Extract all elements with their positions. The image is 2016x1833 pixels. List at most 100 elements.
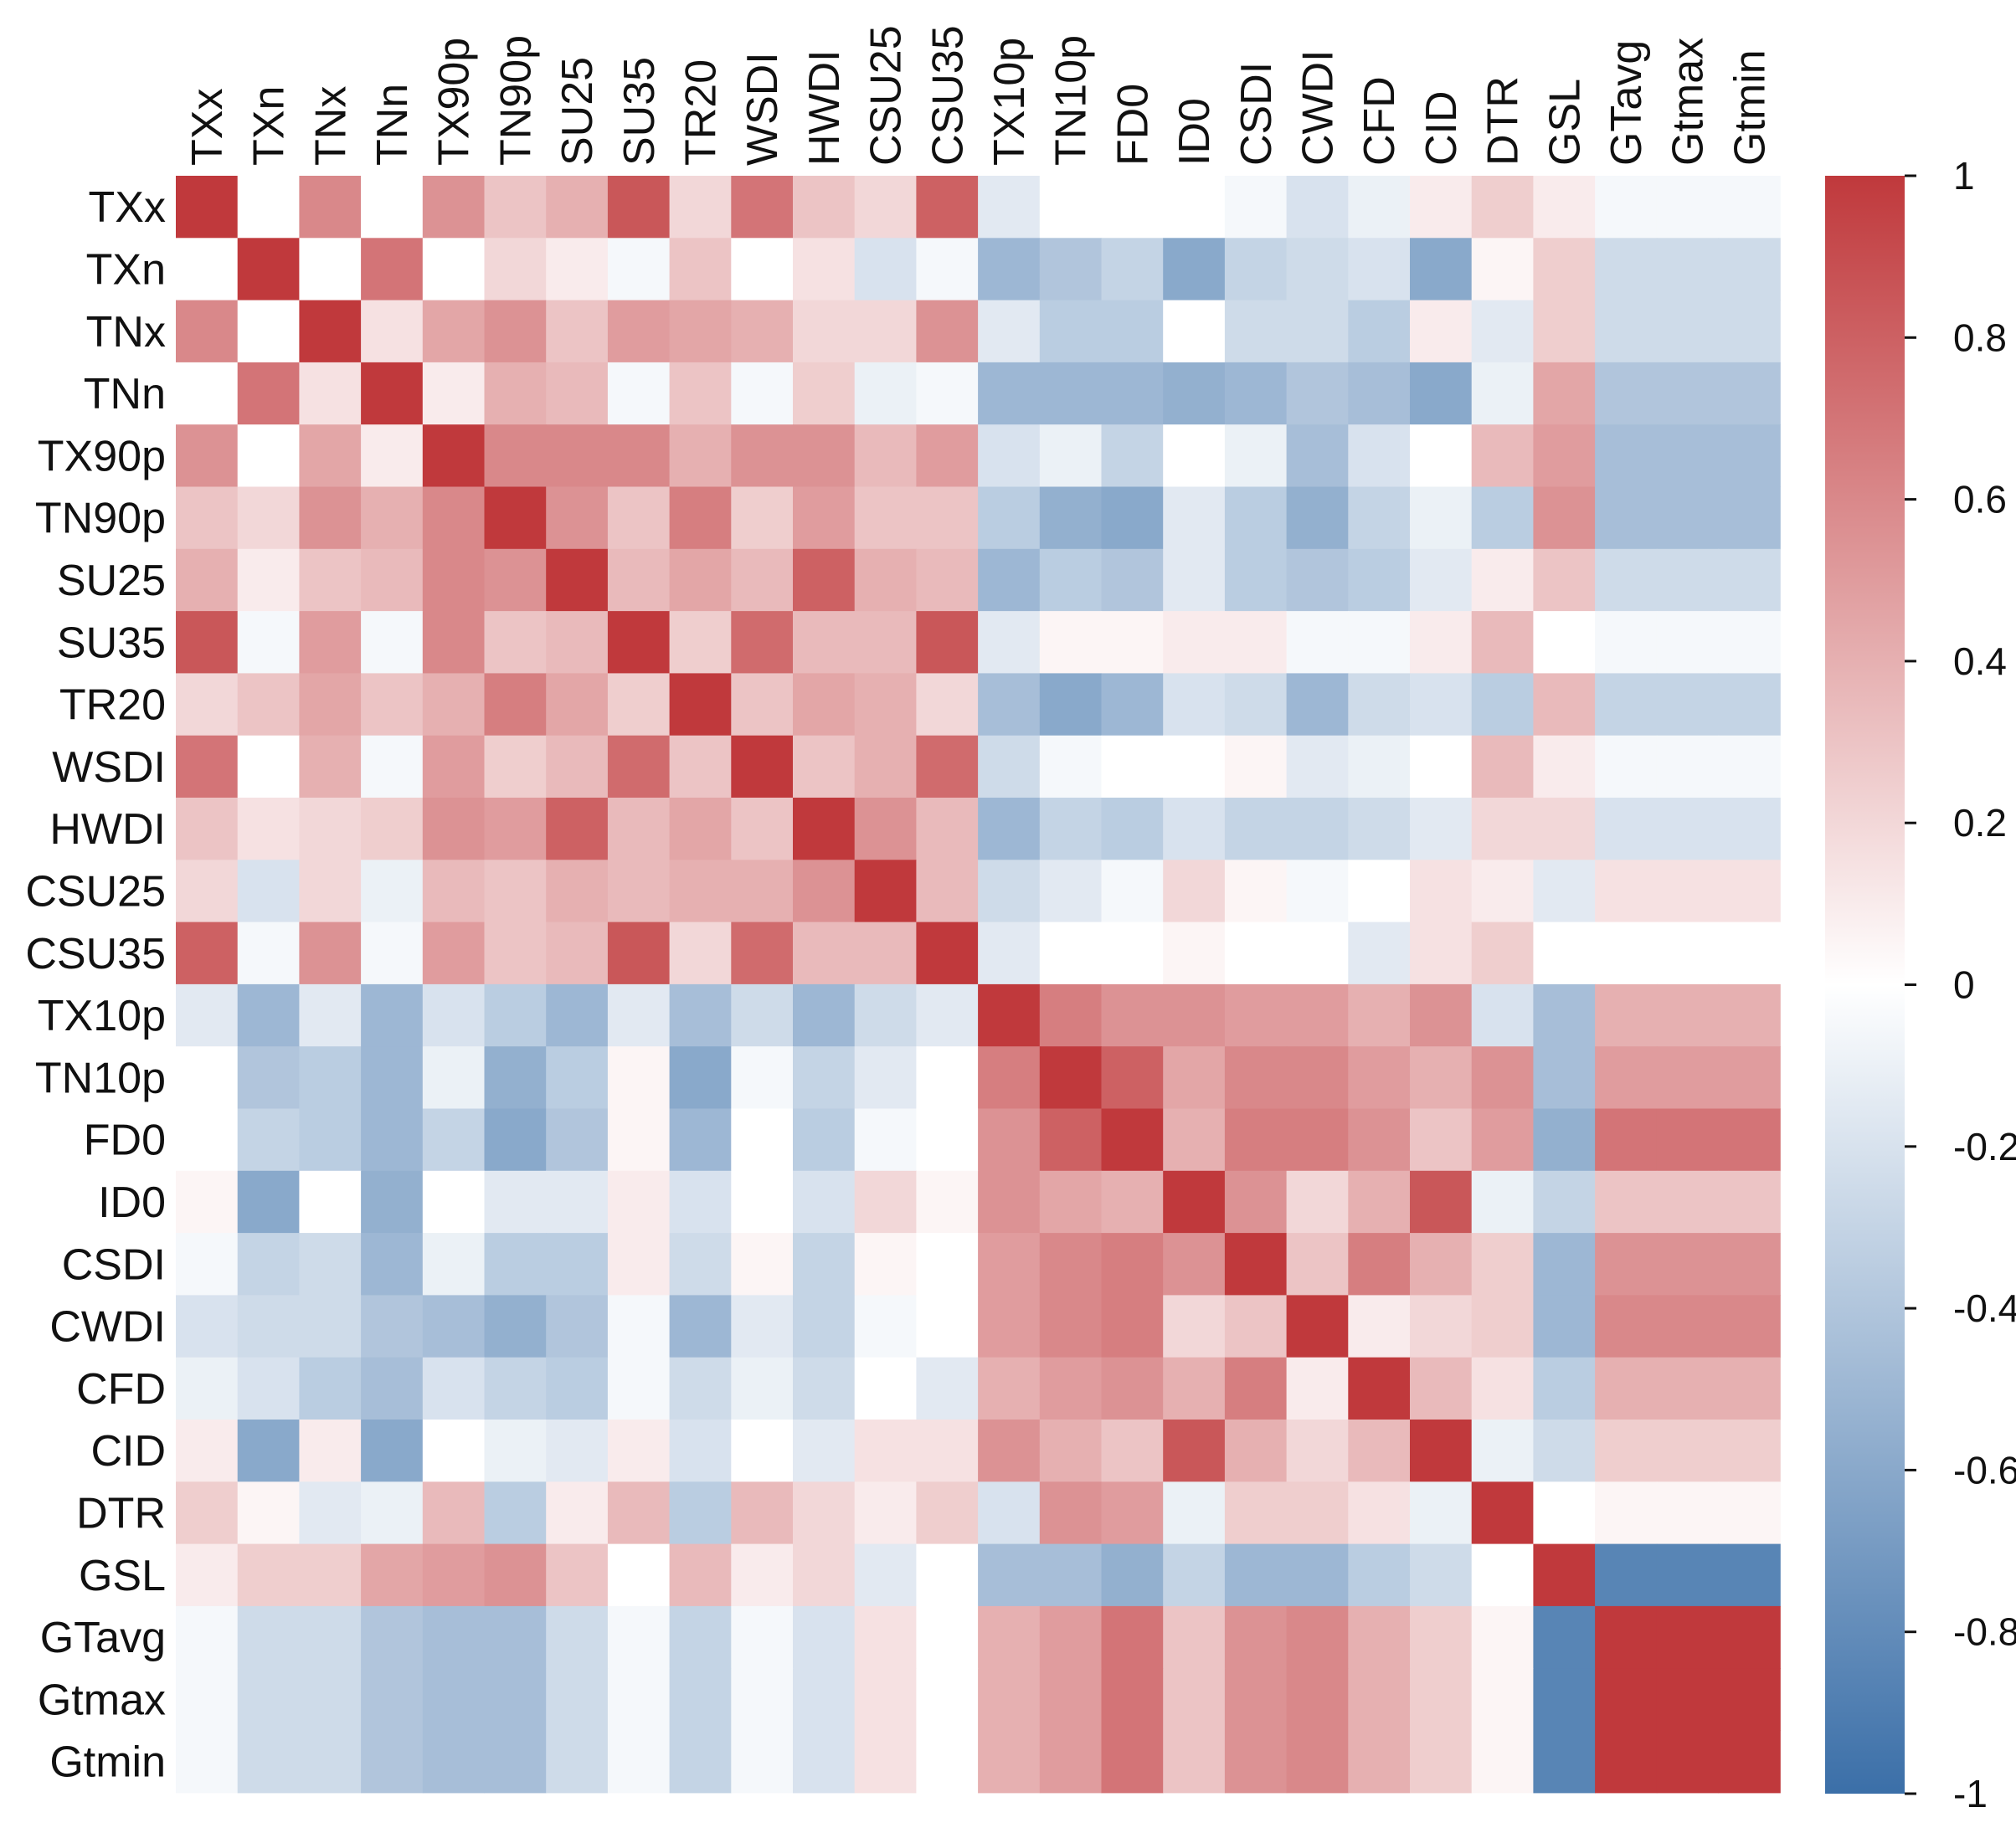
heatmap-cell-TN90p-TN10p [1039, 486, 1103, 550]
heatmap-cell-CID-SU35 [607, 1420, 671, 1482]
heatmap-cell-GTavg-TN10p [1039, 1605, 1103, 1669]
heatmap-cell-CSU35-TNx [299, 922, 362, 985]
heatmap-cell-CSU35-CFD [1348, 922, 1411, 985]
heatmap-cell-CWDI-TNx [299, 1295, 362, 1358]
column-label-SU35: SU35 [615, 57, 664, 166]
heatmap-cell-GSL-TN10p [1039, 1543, 1103, 1607]
heatmap-cell-CFD-TR20 [669, 1357, 732, 1420]
heatmap-cell-ID0-TNx [299, 1170, 362, 1234]
heatmap-cell-TX90p-CFD [1348, 424, 1411, 488]
heatmap-cell-Gtmax-GSL [1533, 1668, 1596, 1732]
heatmap-cell-Gtmin-TX10p [978, 1730, 1041, 1794]
heatmap-cell-CSU35-TXx [176, 922, 239, 985]
heatmap-cell-TX90p-TXn [237, 424, 300, 488]
heatmap-cell-CSU25-CID [1410, 860, 1473, 923]
heatmap-cell-DTR-TNx [299, 1481, 362, 1545]
column-label-CSU25: CSU25 [862, 25, 911, 166]
heatmap-cell-TNn-Gtmin [1718, 362, 1781, 425]
heatmap-cell-DTR-Gtmax [1656, 1481, 1720, 1545]
heatmap-cell-GTavg-TX90p [422, 1605, 486, 1669]
heatmap-cell-TN10p-TN90p [484, 1046, 547, 1110]
heatmap-cell-CSU25-TR20 [669, 860, 732, 923]
heatmap-cell-CFD-TN90p [484, 1357, 547, 1420]
row-label-Gtmax: Gtmax [38, 1676, 166, 1724]
heatmap-cell-Gtmax-HWDI [793, 1668, 856, 1732]
row-label-GSL: GSL [79, 1552, 166, 1600]
row-label-SU25: SU25 [57, 557, 166, 605]
heatmap-cell-DTR-CFD [1348, 1481, 1411, 1545]
heatmap-cell-HWDI-TX10p [978, 798, 1041, 860]
colorbar-gradient [1825, 176, 1905, 1794]
heatmap-cell-TXn-CFD [1348, 238, 1411, 301]
heatmap-cell-TN10p-TX10p [978, 1046, 1041, 1110]
heatmap-cell-GSL-CFD [1348, 1543, 1411, 1607]
heatmap-cell-WSDI-WSDI [731, 735, 794, 798]
heatmap-cell-TXx-SU25 [546, 176, 609, 239]
heatmap-cell-CFD-TNn [361, 1357, 424, 1420]
heatmap-cell-WSDI-CSU35 [916, 735, 979, 798]
heatmap-cell-SU35-CWDI [1286, 611, 1349, 674]
heatmap-cell-CSU25-SU25 [546, 860, 609, 923]
heatmap-cell-TX90p-Gtmax [1656, 424, 1720, 488]
heatmap-cell-TXx-CSU35 [916, 176, 979, 239]
heatmap-cell-GTavg-SU25 [546, 1605, 609, 1669]
heatmap-cell-TXn-CSDI [1224, 238, 1288, 301]
heatmap-cell-FD0-CID [1410, 1108, 1473, 1172]
heatmap-cell-DTR-TX10p [978, 1481, 1041, 1545]
heatmap-cell-HWDI-CSU35 [916, 798, 979, 860]
heatmap-cell-CID-Gtmax [1656, 1420, 1720, 1482]
heatmap-cell-TXx-CID [1410, 176, 1473, 239]
heatmap-cell-TNx-CSU35 [916, 300, 979, 363]
heatmap-cell-TX10p-Gtmax [1656, 983, 1720, 1047]
heatmap-cell-TXn-SU25 [546, 238, 609, 301]
heatmap-cell-TNx-FD0 [1101, 300, 1164, 363]
heatmap-cell-Gtmax-TX10p [978, 1668, 1041, 1732]
heatmap-cell-FD0-TXx [176, 1108, 239, 1172]
heatmap-cell-TNx-DTR [1471, 300, 1534, 363]
heatmap-cell-ID0-TXx [176, 1170, 239, 1234]
row-label-TR20: TR20 [59, 681, 166, 730]
heatmap-cell-CSU25-TN90p [484, 860, 547, 923]
heatmap-cell-Gtmin-SU25 [546, 1730, 609, 1794]
heatmap-cell-Gtmin-HWDI [793, 1730, 856, 1794]
heatmap-cell-Gtmin-Gtmax [1656, 1730, 1720, 1794]
heatmap-cell-TNx-TNn [361, 300, 424, 363]
heatmap-cell-TN90p-Gtmin [1718, 486, 1781, 550]
heatmap-cell-GSL-HWDI [793, 1543, 856, 1607]
heatmap-cell-CSDI-SU25 [546, 1233, 609, 1296]
heatmap-cell-FD0-Gtmax [1656, 1108, 1720, 1172]
heatmap-cell-Gtmax-Gtmax [1656, 1668, 1720, 1732]
heatmap-cell-TXn-CID [1410, 238, 1473, 301]
heatmap-cell-Gtmax-CSDI [1224, 1668, 1288, 1732]
heatmap-cell-GTavg-GSL [1533, 1605, 1596, 1669]
heatmap-cell-SU35-CID [1410, 611, 1473, 674]
heatmap-cell-GSL-FD0 [1101, 1543, 1164, 1607]
row-label-TXx: TXx [89, 183, 166, 232]
heatmap-cell-Gtmin-TR20 [669, 1730, 732, 1794]
heatmap-cell-TR20-SU35 [607, 673, 671, 737]
heatmap-cell-TNn-TXn [237, 362, 300, 425]
heatmap-cell-Gtmin-ID0 [1163, 1730, 1226, 1794]
heatmap-cell-DTR-SU35 [607, 1481, 671, 1545]
heatmap-cell-CWDI-CSDI [1224, 1295, 1288, 1358]
heatmap-cell-CFD-ID0 [1163, 1357, 1226, 1420]
colorbar-tick-label-1: 1 [1953, 154, 1975, 198]
heatmap-cell-TXx-CFD [1348, 176, 1411, 239]
column-label-TN90p: TN90p [491, 35, 540, 166]
heatmap-cell-CID-TNx [299, 1420, 362, 1482]
heatmap-cell-TNx-HWDI [793, 300, 856, 363]
heatmap-cell-WSDI-ID0 [1163, 735, 1226, 798]
heatmap-cell-Gtmin-FD0 [1101, 1730, 1164, 1794]
heatmap-cell-TN10p-CWDI [1286, 1046, 1349, 1110]
heatmap-cell-Gtmax-Gtmin [1718, 1668, 1781, 1732]
heatmap-cell-TXn-CSU25 [854, 238, 917, 301]
heatmap-cell-DTR-TNn [361, 1481, 424, 1545]
heatmap-cell-WSDI-TR20 [669, 735, 732, 798]
heatmap-cell-CWDI-CID [1410, 1295, 1473, 1358]
heatmap-cell-GSL-Gtmax [1656, 1543, 1720, 1607]
heatmap-cell-SU25-ID0 [1163, 548, 1226, 612]
heatmap-cell-TXn-TN10p [1039, 238, 1103, 301]
heatmap-cell-CSDI-HWDI [793, 1233, 856, 1296]
heatmap-cell-FD0-CSDI [1224, 1108, 1288, 1172]
heatmap-cell-ID0-CSDI [1224, 1170, 1288, 1234]
